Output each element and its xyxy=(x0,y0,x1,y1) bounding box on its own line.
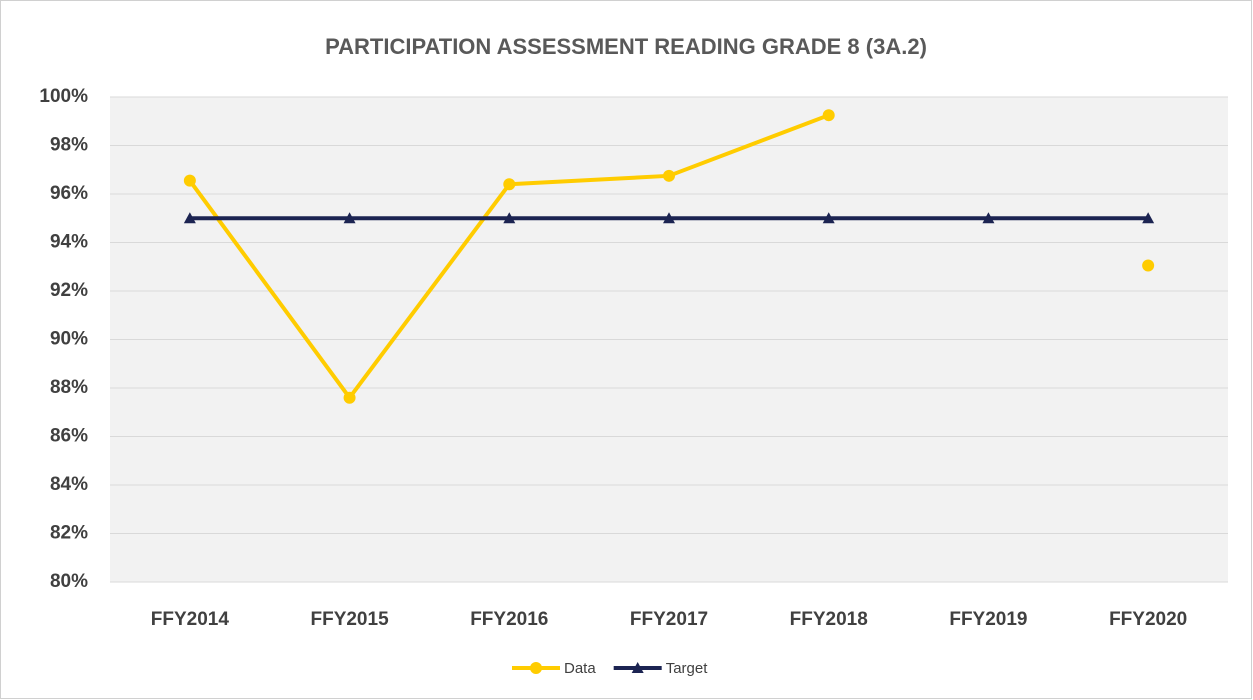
y-tick-label: 92% xyxy=(50,280,88,301)
y-tick-label: 90% xyxy=(50,329,88,350)
x-tick-label: FFY2020 xyxy=(1109,609,1187,630)
x-tick-label: FFY2014 xyxy=(151,609,230,630)
marker xyxy=(822,212,835,224)
y-tick-label: 86% xyxy=(50,426,88,447)
legend-marker xyxy=(530,662,542,674)
marker xyxy=(663,212,675,224)
y-tick-label: 98% xyxy=(50,135,88,156)
marker xyxy=(503,212,516,224)
marker xyxy=(1142,212,1155,224)
legend-label: Target xyxy=(666,660,709,677)
y-tick-label: 80% xyxy=(50,571,88,592)
marker xyxy=(663,169,675,182)
legend-marker xyxy=(631,662,644,673)
y-tick-label: 94% xyxy=(50,232,88,253)
legend-item: Target xyxy=(613,660,709,677)
y-tick-label: 84% xyxy=(50,474,88,495)
x-tick-label: FFY2018 xyxy=(790,609,868,630)
marker xyxy=(503,178,516,191)
x-tick-label: FFY2016 xyxy=(470,609,548,630)
marker xyxy=(183,212,196,224)
y-tick-label: 82% xyxy=(50,523,88,544)
marker xyxy=(343,212,356,224)
marker xyxy=(183,174,196,187)
y-tick-label: 96% xyxy=(50,183,88,204)
marker xyxy=(822,109,835,122)
x-tick-label: FFY2015 xyxy=(310,609,389,630)
chart-title: PARTICIPATION ASSESSMENT READING GRADE 8… xyxy=(325,34,927,59)
x-tick-label: FFY2019 xyxy=(949,609,1027,630)
marker xyxy=(1142,259,1155,272)
x-tick-label: FFY2017 xyxy=(630,609,708,630)
y-tick-label: 88% xyxy=(50,377,88,398)
marker xyxy=(343,391,356,404)
marker xyxy=(982,212,995,224)
legend-item: Data xyxy=(512,660,596,677)
legend-label: Data xyxy=(564,660,596,677)
y-tick-label: 100% xyxy=(39,86,88,107)
